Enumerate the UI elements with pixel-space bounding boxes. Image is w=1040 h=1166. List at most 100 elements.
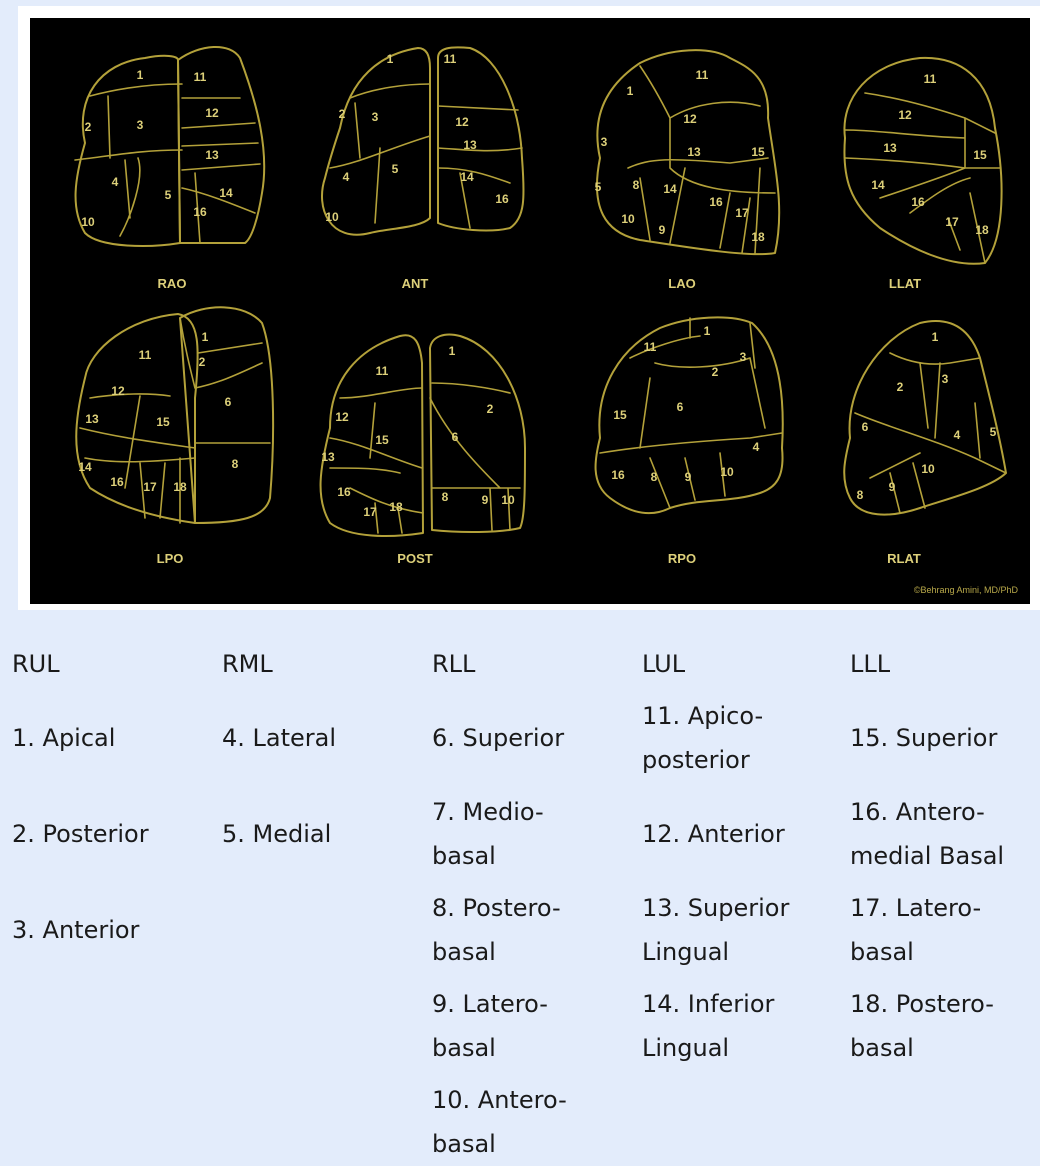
post-num-16: 16 — [337, 485, 351, 499]
lao-num-5: 5 — [595, 180, 602, 194]
llat-num-12: 12 — [898, 108, 912, 122]
ant-num-16: 16 — [495, 192, 509, 206]
lao-num-1: 1 — [627, 84, 634, 98]
view-label-ant: ANT — [402, 276, 429, 291]
rao-num-4: 4 — [112, 175, 119, 189]
lao-num-16: 16 — [709, 195, 723, 209]
view-ant: 1 11 2 3 12 13 4 5 14 16 10 ANT — [321, 46, 525, 291]
legend-item: 3. Anterior — [12, 916, 140, 944]
rlat-num-1: 1 — [932, 330, 939, 344]
rpo-outline — [594, 316, 784, 515]
legend-item: 13. Superior — [642, 894, 790, 922]
ant-num-2: 2 — [339, 107, 346, 121]
legend-item: basal — [432, 842, 496, 870]
post-num-11: 11 — [376, 364, 389, 378]
segment-legend-table: RUL 1. Apical 2. Posterior 3. Anterior R… — [0, 640, 1040, 1166]
rpo-num-10: 10 — [720, 465, 734, 479]
rlat-num-6: 6 — [862, 420, 869, 434]
rao-num-5: 5 — [165, 188, 172, 202]
legend-item: 16. Antero- — [850, 798, 985, 826]
view-label-rao: RAO — [158, 276, 187, 291]
post-num-9: 9 — [482, 493, 489, 507]
rao-fissure — [74, 83, 261, 244]
lpo-num-8: 8 — [232, 457, 239, 471]
post-num-17: 17 — [363, 505, 377, 519]
ant-num-10: 10 — [325, 210, 339, 224]
lao-num-11: 11 — [696, 68, 709, 82]
legend-item: 11. Apico- — [642, 702, 764, 730]
legend-header-rll: RLL — [432, 650, 476, 678]
legend-item: 17. Latero- — [850, 894, 982, 922]
legend-item: 15. Superior — [850, 724, 998, 752]
view-rlat: 1 2 3 6 4 5 10 8 9 RLAT — [843, 320, 1007, 566]
lao-num-14: 14 — [663, 182, 677, 196]
llat-num-14: 14 — [871, 178, 885, 192]
post-outline-right — [429, 333, 526, 534]
rpo-num-3: 3 — [740, 350, 747, 364]
legend-item: 4. Lateral — [222, 724, 337, 752]
rpo-num-15: 15 — [613, 408, 627, 422]
lao-num-9: 9 — [659, 223, 666, 237]
rao-num-2: 2 — [85, 120, 92, 134]
view-rpo: 1 11 3 2 15 6 4 16 8 9 10 RPO — [594, 316, 784, 566]
view-label-lao: LAO — [668, 276, 695, 291]
legend-item: basal — [850, 1034, 914, 1062]
llat-fissure — [844, 92, 1001, 264]
legend-header-rul: RUL — [12, 650, 60, 678]
llat-outline — [843, 56, 1003, 265]
lao-fissure — [627, 65, 776, 254]
ant-num-12: 12 — [455, 115, 469, 129]
post-num-2: 2 — [487, 402, 494, 416]
ant-num-11: 11 — [444, 52, 457, 66]
lao-num-10: 10 — [621, 212, 635, 226]
ant-num-14: 14 — [460, 170, 474, 184]
lpo-outline-right — [179, 306, 275, 524]
lao-num-18: 18 — [751, 230, 765, 244]
legend-item: 8. Postero- — [432, 894, 561, 922]
rlat-outline — [843, 320, 1007, 516]
llat-num-13: 13 — [883, 141, 897, 155]
view-label-rlat: RLAT — [887, 551, 921, 566]
rlat-fissure — [854, 352, 1007, 514]
view-lao: 1 11 12 3 13 15 5 8 14 16 17 10 9 18 LAO — [595, 49, 781, 291]
legend-item: 5. Medial — [222, 820, 332, 848]
legend-header-rml: RML — [222, 650, 273, 678]
llat-num-18: 18 — [975, 223, 989, 237]
legend-item: 6. Superior — [432, 724, 565, 752]
lao-outline — [595, 49, 781, 256]
legend-item: medial Basal — [850, 842, 1005, 870]
rao-num-14: 14 — [219, 186, 233, 200]
lao-num-17: 17 — [735, 206, 749, 220]
lao-num-8: 8 — [633, 178, 640, 192]
lpo-num-13: 13 — [85, 412, 99, 426]
legend-item: 2. Posterior — [12, 820, 149, 848]
ant-fissure — [329, 83, 523, 229]
llat-num-17: 17 — [945, 215, 959, 229]
lpo-num-6: 6 — [225, 395, 232, 409]
ant-outline-right — [321, 47, 431, 236]
rao-num-1: 1 — [137, 68, 144, 82]
llat-num-15: 15 — [973, 148, 987, 162]
lpo-num-14: 14 — [78, 460, 92, 474]
post-num-6: 6 — [452, 430, 459, 444]
legend-item: basal — [850, 938, 914, 966]
lung-segment-diagram: 1 11 2 3 12 13 4 5 14 16 10 RAO 1 11 2 — [30, 18, 1030, 604]
post-num-10: 10 — [501, 493, 515, 507]
rpo-num-6: 6 — [677, 400, 684, 414]
lao-num-13: 13 — [687, 145, 701, 159]
lpo-num-16: 16 — [110, 475, 124, 489]
legend-item: 9. Latero- — [432, 990, 548, 1018]
post-num-12: 12 — [335, 410, 349, 424]
view-label-rpo: RPO — [668, 551, 696, 566]
legend-header-lul: LUL — [642, 650, 686, 678]
legend-item: basal — [432, 1130, 496, 1158]
view-lpo: 1 11 2 12 6 13 15 14 16 17 18 8 LPO — [75, 306, 275, 566]
lao-num-3: 3 — [601, 135, 608, 149]
legend-item: 18. Postero- — [850, 990, 994, 1018]
rlat-num-8: 8 — [857, 488, 864, 502]
lpo-num-12: 12 — [111, 384, 125, 398]
lpo-num-11: 11 — [139, 348, 152, 362]
rpo-num-9: 9 — [685, 470, 692, 484]
view-llat: 11 12 13 15 14 16 17 18 LLAT — [843, 56, 1003, 291]
ant-num-3: 3 — [372, 110, 379, 124]
